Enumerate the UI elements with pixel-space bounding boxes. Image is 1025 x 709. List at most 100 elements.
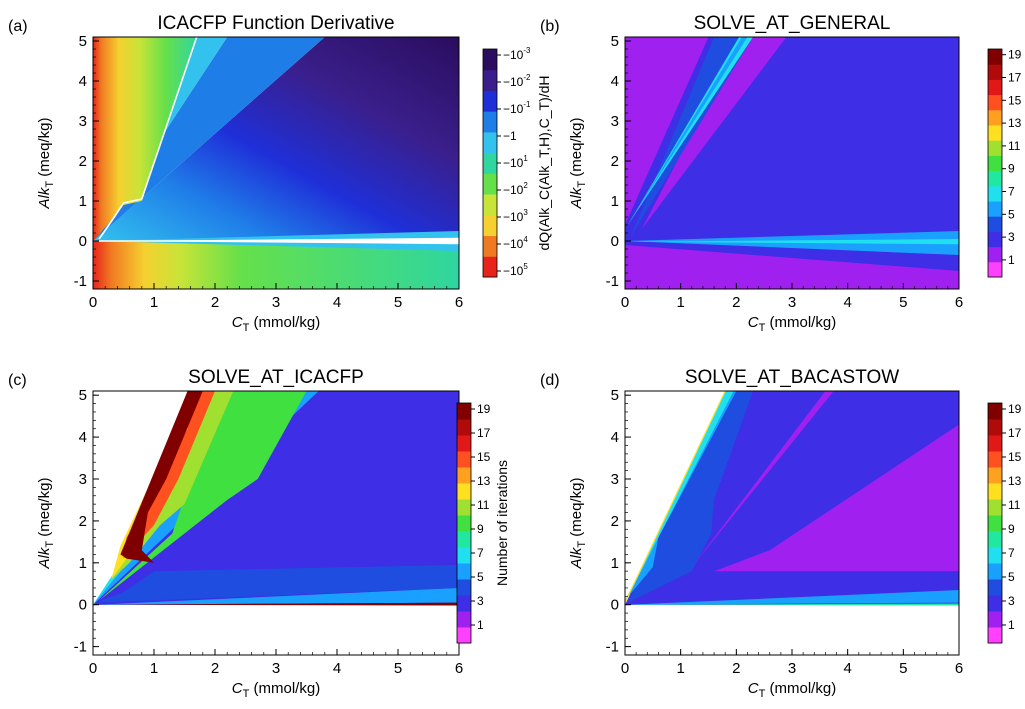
region-below-zero bbox=[93, 241, 459, 289]
colorbar-tick-label: 5 bbox=[477, 570, 484, 584]
y-tick-label: -1 bbox=[74, 639, 87, 656]
x-tick-label: 1 bbox=[150, 660, 158, 677]
colorbar-swatch bbox=[483, 69, 497, 91]
x-tick-label: 0 bbox=[621, 660, 629, 677]
y-tick-label: 3 bbox=[611, 471, 619, 488]
panel-label: (a) bbox=[8, 18, 28, 35]
y-tick-label: 4 bbox=[79, 73, 87, 90]
colorbar-swatch bbox=[457, 419, 471, 436]
x-tick-label: 3 bbox=[788, 294, 796, 311]
colorbar-swatch bbox=[483, 131, 497, 154]
colorbar-swatch bbox=[988, 435, 1002, 452]
panel-title: SOLVE_AT_BACASTOW bbox=[685, 367, 899, 388]
band-cyan-inner bbox=[627, 37, 748, 225]
colorbar-swatch bbox=[457, 499, 471, 516]
colorbar-swatch bbox=[457, 403, 471, 420]
x-tick-label: 6 bbox=[455, 294, 463, 311]
colorbar-swatch bbox=[988, 155, 1002, 172]
y-tick-label: 2 bbox=[79, 153, 87, 170]
x-tick-label: 1 bbox=[676, 660, 684, 677]
colorbar-swatch bbox=[457, 595, 471, 612]
x-tick-label: 0 bbox=[89, 660, 97, 677]
x-tick-label: 3 bbox=[272, 660, 280, 677]
y-tick-label: 3 bbox=[79, 113, 87, 130]
plot-area bbox=[625, 37, 959, 289]
band-cyan bbox=[627, 37, 754, 225]
colorbar-tick-label: 1 bbox=[1008, 618, 1015, 632]
colorbar-tick-label: 3 bbox=[477, 594, 484, 608]
band-zero bbox=[93, 602, 459, 606]
colorbar-swatch bbox=[457, 467, 471, 484]
colorbar-swatch bbox=[988, 216, 1002, 232]
colorbar: −10-3 −10-2 −10-1 −1 −101 −102 −103 −104 −105 dQ(… bbox=[482, 46, 552, 278]
x-tick-label: 5 bbox=[899, 660, 907, 677]
colorbar-swatch bbox=[988, 185, 1002, 202]
colorbar-swatch bbox=[988, 170, 1002, 187]
region-light-wedge bbox=[93, 37, 228, 241]
colorbar-tick-label: 17 bbox=[1008, 426, 1022, 440]
colorbar-swatch bbox=[483, 256, 497, 278]
region-mid-wedge bbox=[93, 37, 325, 241]
band-bottom bbox=[96, 587, 459, 605]
x-tick-label: 4 bbox=[333, 294, 341, 311]
plot-area bbox=[93, 37, 459, 289]
plot-area bbox=[625, 391, 959, 655]
colorbar-swatch bbox=[988, 231, 1002, 248]
colorbar-tick-label: −102 bbox=[503, 181, 528, 197]
y-tick-label: 4 bbox=[611, 73, 619, 90]
y-tick-label: 5 bbox=[79, 33, 87, 50]
band-cyan bbox=[625, 391, 734, 603]
colorbar-tick-label: 9 bbox=[1008, 162, 1015, 176]
colorbar-swatch bbox=[988, 483, 1002, 500]
x-axis-label: CT (mmol/kg) bbox=[748, 314, 836, 334]
y-tick-label: 1 bbox=[611, 555, 619, 572]
colorbar-tick-label: −103 bbox=[503, 208, 528, 224]
y-tick-label: -1 bbox=[606, 639, 619, 656]
y-tick-label: 2 bbox=[611, 513, 619, 530]
colorbar-swatch bbox=[457, 435, 471, 452]
x-tick-label: 2 bbox=[732, 294, 740, 311]
colorbar-frame bbox=[456, 402, 472, 644]
colorbar-swatch bbox=[988, 451, 1002, 468]
colorbar-label: Number of iterations bbox=[494, 460, 510, 586]
colorbar-swatch bbox=[457, 483, 471, 500]
colorbar-swatch bbox=[988, 467, 1002, 484]
colorbar-tick-label: 15 bbox=[1008, 93, 1022, 107]
colorbar-tick-label: 3 bbox=[1008, 230, 1015, 244]
colorbar-swatch bbox=[988, 261, 1002, 278]
region-lower-violet bbox=[625, 245, 959, 289]
colorbar-tick-label: 19 bbox=[1008, 48, 1022, 62]
colorbar-tick-label: 5 bbox=[1008, 570, 1015, 584]
x-tick-label: 3 bbox=[788, 660, 796, 677]
y-axis-label: AlkT (meq/kg) bbox=[36, 478, 56, 570]
colorbar-tick-label: 19 bbox=[1008, 402, 1022, 416]
colorbar-swatch bbox=[988, 140, 1002, 156]
x-axis-label: CT (mmol/kg) bbox=[232, 680, 320, 700]
colorbar-swatch bbox=[988, 579, 1002, 596]
colorbar-swatch bbox=[988, 125, 1002, 141]
colorbar-tick-label: −10-1 bbox=[503, 100, 531, 116]
colorbar-swatch bbox=[988, 94, 1002, 111]
colorbar-swatch bbox=[988, 109, 1002, 126]
colorbar-tick-label: 19 bbox=[477, 402, 491, 416]
colorbar-tick-label: −1 bbox=[503, 129, 517, 143]
y-tick-label: 0 bbox=[611, 597, 619, 614]
colorbar-swatch bbox=[457, 515, 471, 532]
panel-label: (b) bbox=[540, 18, 560, 35]
y-tick-label: 0 bbox=[79, 597, 87, 614]
x-tick-label: 0 bbox=[621, 294, 629, 311]
colorbar-tick-label: 11 bbox=[477, 498, 490, 512]
colorbar-swatch bbox=[988, 547, 1002, 564]
colorbar-swatch bbox=[483, 214, 497, 237]
band-upper bbox=[627, 391, 754, 603]
x-tick-label: 0 bbox=[89, 294, 97, 311]
colorbar-frame bbox=[987, 402, 1003, 644]
colorbar-tick-label: 1 bbox=[477, 618, 484, 632]
x-tick-label: 4 bbox=[843, 294, 851, 311]
y-tick-label: 0 bbox=[79, 233, 87, 250]
x-tick-label: 1 bbox=[150, 294, 158, 311]
colorbar-tick-label: 5 bbox=[1008, 207, 1015, 221]
panel-title: ICACFP Function Derivative bbox=[157, 13, 394, 34]
